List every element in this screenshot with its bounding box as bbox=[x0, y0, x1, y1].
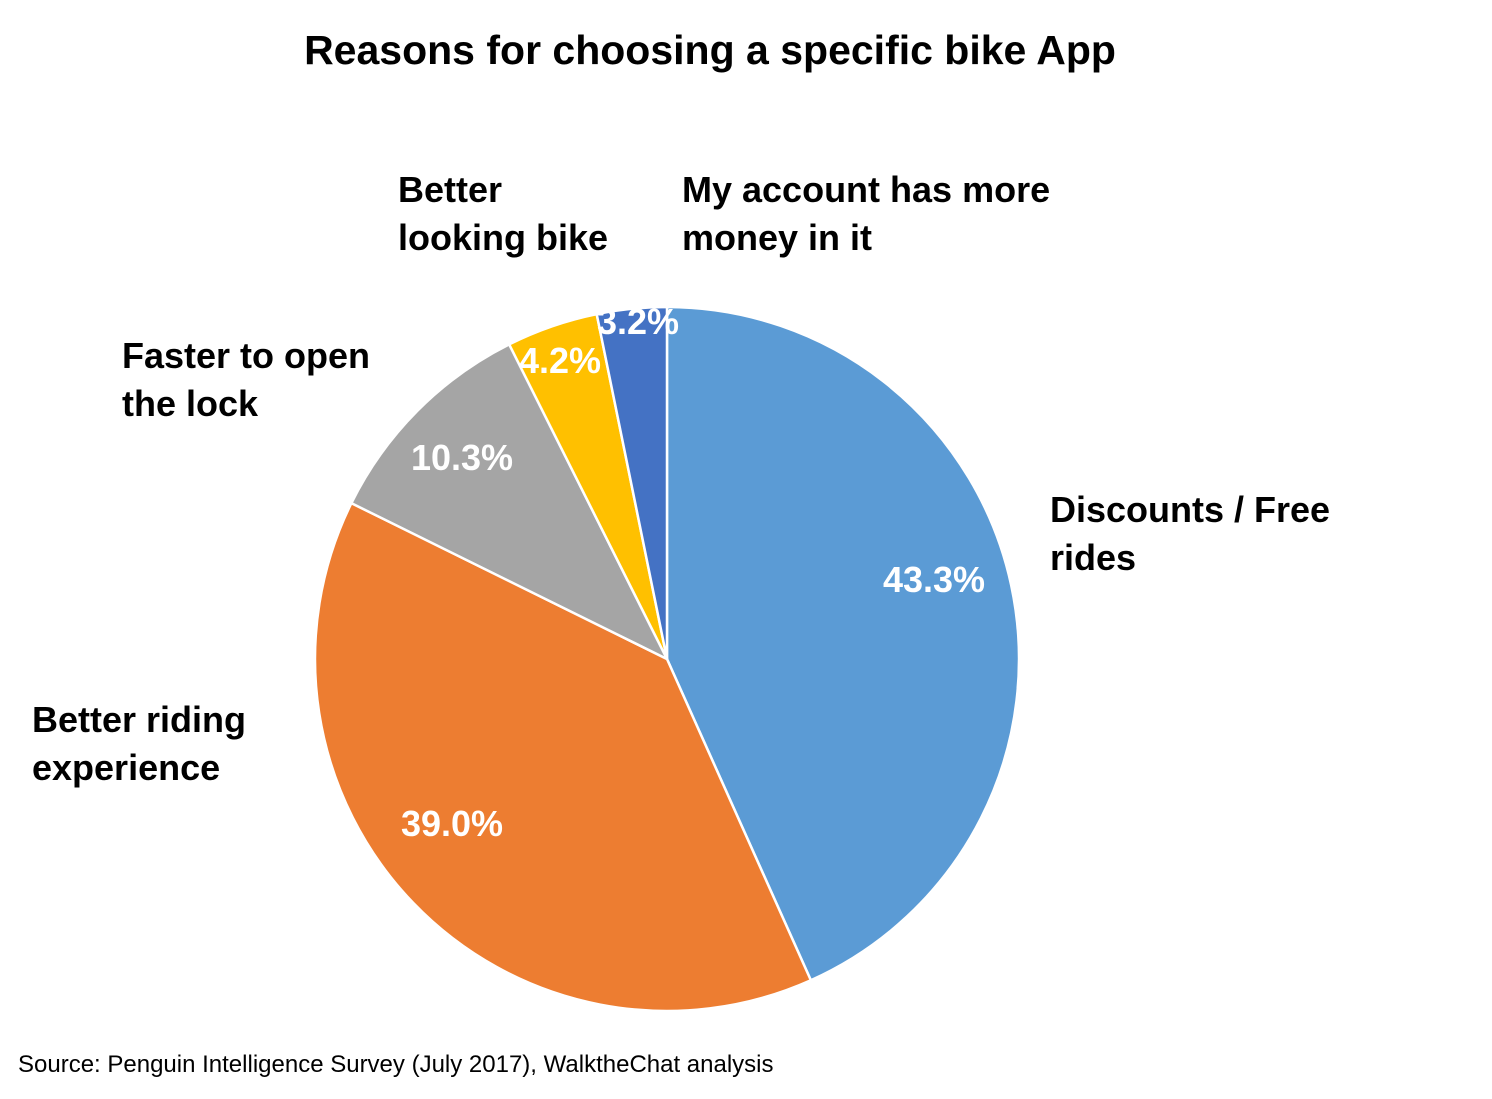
slice-value-label: 10.3% bbox=[411, 437, 513, 478]
chart-title: Reasons for choosing a specific bike App bbox=[304, 27, 1116, 73]
category-label-line: Better bbox=[398, 169, 502, 210]
category-label-line: money in it bbox=[682, 217, 872, 258]
source-note: Source: Penguin Intelligence Survey (Jul… bbox=[18, 1051, 774, 1078]
pie-slices bbox=[313, 305, 1021, 1013]
category-label-line: rides bbox=[1050, 537, 1136, 578]
slice-value-label: 43.3% bbox=[883, 559, 985, 600]
category-label-line: Discounts / Free bbox=[1050, 489, 1330, 530]
slice-category-label: My account has more money in it bbox=[682, 169, 1050, 258]
slice-category-label: Faster to open the lock bbox=[122, 335, 370, 424]
slice-value-label: 3.2% bbox=[597, 301, 679, 342]
slice-category-label: Better looking bike bbox=[398, 169, 608, 258]
category-label-line: looking bike bbox=[398, 217, 608, 258]
pie-slice bbox=[665, 305, 1021, 982]
category-labels: Discounts / Free rides Better riding experi… bbox=[32, 169, 1330, 788]
pie-slice bbox=[595, 305, 669, 661]
category-label-line: My account has more bbox=[682, 169, 1050, 210]
slice-value-label: 4.2% bbox=[519, 340, 601, 381]
slice-value-label: 39.0% bbox=[401, 803, 503, 844]
slice-category-label: Discounts / Free rides bbox=[1050, 489, 1330, 578]
slice-category-label: Better riding experience bbox=[32, 699, 246, 788]
pie-slice bbox=[350, 343, 669, 661]
category-label-line: experience bbox=[32, 747, 220, 788]
category-label-line: Better riding bbox=[32, 699, 246, 740]
pie-slice bbox=[313, 501, 813, 1013]
value-labels: 43.3% 39.0% 10.3% 4.2%3.2% bbox=[401, 301, 985, 844]
category-label-line: Faster to open bbox=[122, 335, 370, 376]
category-label-line: the lock bbox=[122, 383, 259, 424]
